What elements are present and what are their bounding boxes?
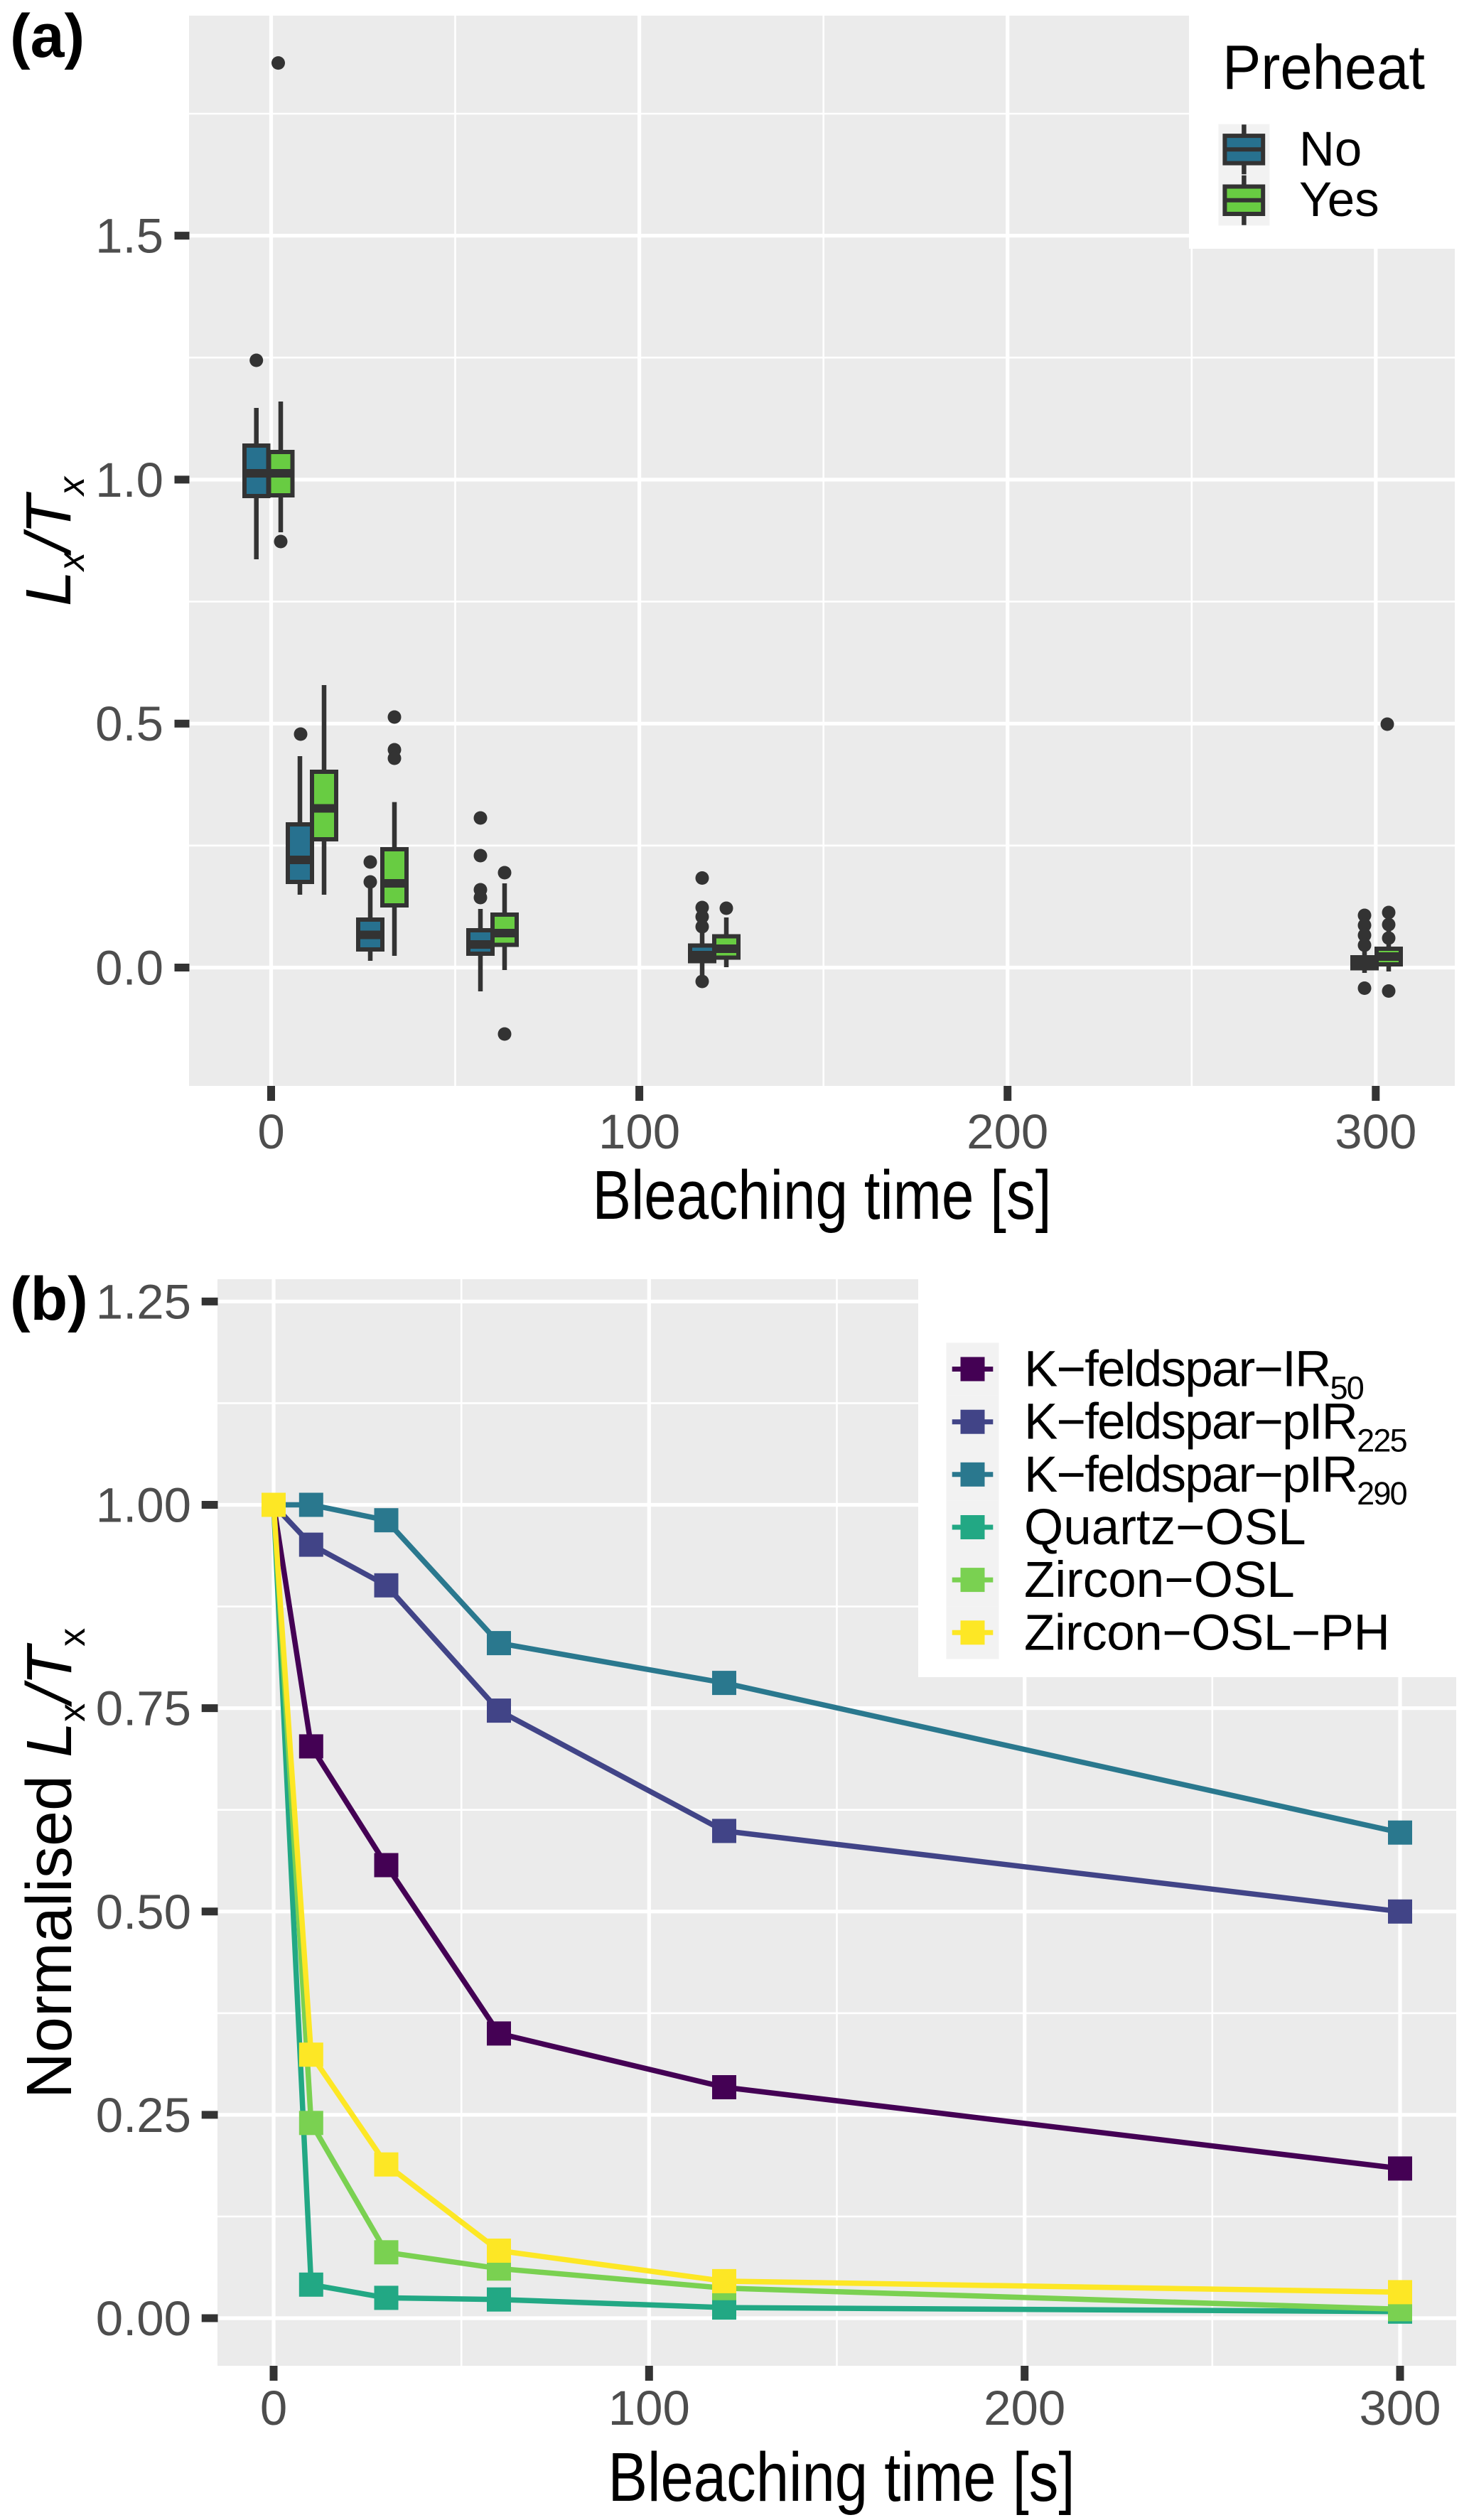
svg-text:300: 300 bbox=[1359, 2381, 1441, 2435]
svg-text:(a): (a) bbox=[10, 2, 85, 70]
svg-text:Lx/Tx: Lx/Tx bbox=[14, 475, 92, 606]
svg-text:1.5: 1.5 bbox=[95, 209, 163, 264]
svg-text:0: 0 bbox=[257, 1104, 284, 1159]
svg-text:200: 200 bbox=[967, 1104, 1048, 1159]
svg-text:0.25: 0.25 bbox=[96, 2088, 191, 2143]
svg-text:Bleaching time [s]: Bleaching time [s] bbox=[593, 1156, 1052, 1234]
svg-text:0: 0 bbox=[260, 2381, 287, 2435]
svg-text:0.5: 0.5 bbox=[95, 696, 163, 751]
svg-text:K−feldspar−pIR290: K−feldspar−pIR290 bbox=[1024, 1447, 1407, 1512]
svg-text:Zircon−OSL: Zircon−OSL bbox=[1024, 1552, 1295, 1608]
svg-text:300: 300 bbox=[1335, 1104, 1416, 1159]
svg-text:0.75: 0.75 bbox=[96, 1681, 191, 1736]
svg-text:Bleaching time [s]: Bleaching time [s] bbox=[608, 2438, 1075, 2516]
svg-text:0.0: 0.0 bbox=[95, 941, 163, 996]
svg-text:Yes: Yes bbox=[1299, 172, 1379, 227]
svg-text:K−feldspar−pIR225: K−feldspar−pIR225 bbox=[1024, 1394, 1407, 1459]
svg-text:Normalised Lx/Tx: Normalised Lx/Tx bbox=[14, 1628, 93, 2099]
svg-text:200: 200 bbox=[984, 2381, 1065, 2435]
svg-text:Zircon−OSL−PH: Zircon−OSL−PH bbox=[1024, 1605, 1389, 1661]
svg-text:1.0: 1.0 bbox=[95, 453, 163, 507]
svg-text:Quartz−OSL: Quartz−OSL bbox=[1024, 1499, 1306, 1556]
svg-text:No: No bbox=[1299, 122, 1362, 176]
svg-text:1.00: 1.00 bbox=[96, 1478, 191, 1533]
svg-text:1.25: 1.25 bbox=[96, 1274, 191, 1329]
svg-text:K−feldspar−IR50: K−feldspar−IR50 bbox=[1024, 1342, 1364, 1406]
svg-text:100: 100 bbox=[598, 1104, 680, 1159]
svg-text:(b): (b) bbox=[10, 1265, 88, 1333]
svg-text:100: 100 bbox=[608, 2381, 690, 2435]
svg-text:0.00: 0.00 bbox=[96, 2291, 191, 2346]
svg-text:Preheat: Preheat bbox=[1222, 32, 1425, 102]
svg-text:0.50: 0.50 bbox=[96, 1885, 191, 1939]
